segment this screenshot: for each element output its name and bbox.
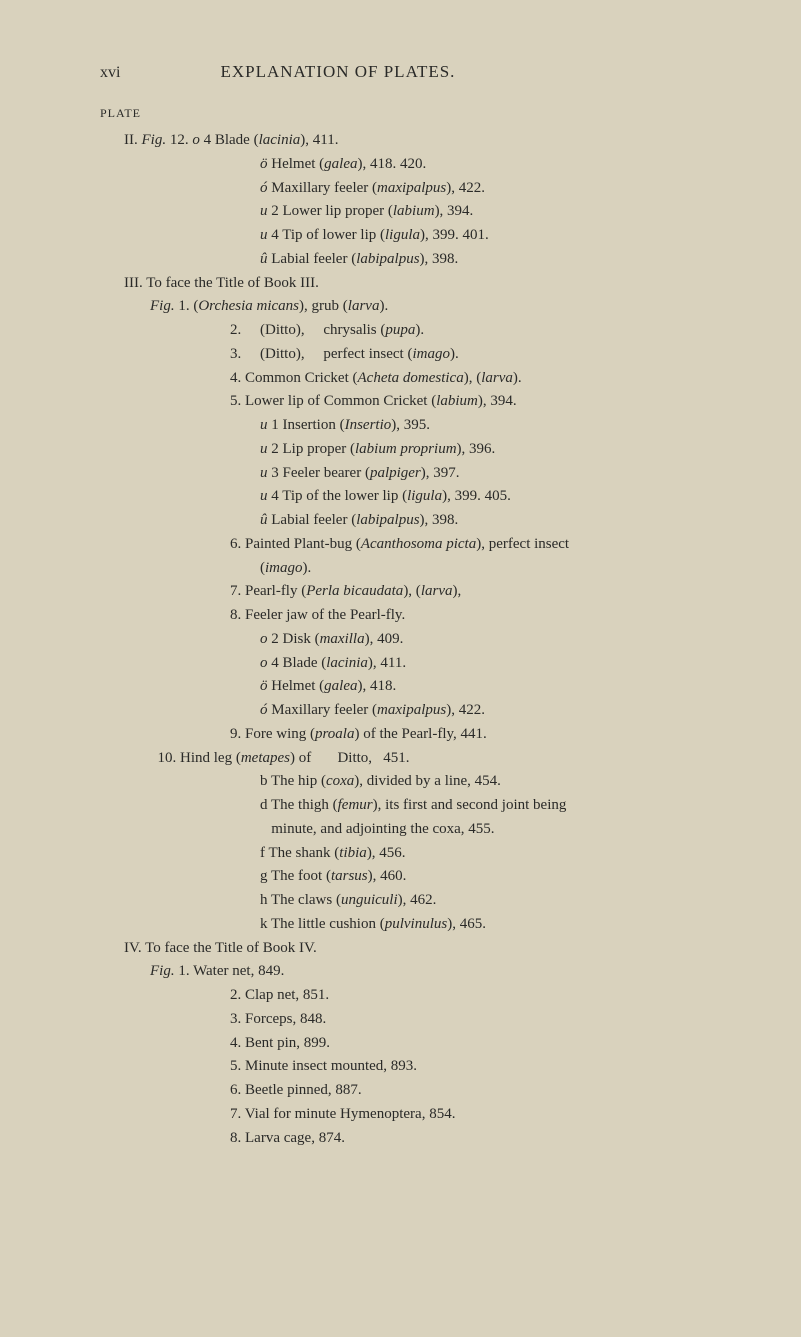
text-line: III. To face the Title of Book III. bbox=[124, 273, 731, 295]
text-line: k The little cushion (pulvinulus), 465. bbox=[260, 914, 731, 936]
text-line: 8. Feeler jaw of the Pearl-fly. bbox=[230, 605, 731, 627]
text-line: û Labial feeler (labipalpus), 398. bbox=[260, 249, 731, 271]
text-line: u 1 Insertion (Insertio), 395. bbox=[260, 415, 731, 437]
text-line: 4. Bent pin, 899. bbox=[230, 1033, 731, 1055]
text-line: u 4 Tip of the lower lip (ligula), 399. … bbox=[260, 486, 731, 508]
text-line: 6. Painted Plant-bug (Acanthosoma picta)… bbox=[230, 534, 731, 556]
text-line: (imago). bbox=[260, 558, 731, 580]
text-line: ó Maxillary feeler (maxipalpus), 422. bbox=[260, 178, 731, 200]
text-line: IV. To face the Title of Book IV. bbox=[124, 938, 731, 960]
text-line: minute, and adjointing the coxa, 455. bbox=[260, 819, 731, 841]
text-line: 5. Lower lip of Common Cricket (labium),… bbox=[230, 391, 731, 413]
text-line: Fig. 1. Water net, 849. bbox=[150, 961, 731, 983]
text-line: ó Maxillary feeler (maxipalpus), 422. bbox=[260, 700, 731, 722]
text-line: û Labial feeler (labipalpus), 398. bbox=[260, 510, 731, 532]
text-line: 3. (Ditto), perfect insect (imago). bbox=[230, 344, 731, 366]
text-line: g The foot (tarsus), 460. bbox=[260, 866, 731, 888]
text-line: ö Helmet (galea), 418. bbox=[260, 676, 731, 698]
text-line: 8. Larva cage, 874. bbox=[230, 1128, 731, 1150]
text-line: f The shank (tibia), 456. bbox=[260, 843, 731, 865]
text-line: o 2 Disk (maxilla), 409. bbox=[260, 629, 731, 651]
text-line: 7. Vial for minute Hymenoptera, 854. bbox=[230, 1104, 731, 1126]
text-line: d The thigh (femur), its first and secon… bbox=[260, 795, 731, 817]
page-title: EXPLANATION OF PLATES. bbox=[220, 60, 455, 85]
text-line: 3. Forceps, 848. bbox=[230, 1009, 731, 1031]
text-line: 7. Pearl-fly (Perla bicaudata), (larva), bbox=[230, 581, 731, 603]
text-line: u 3 Feeler bearer (palpiger), 397. bbox=[260, 463, 731, 485]
text-line: 9. Fore wing (proala) of the Pearl-fly, … bbox=[230, 724, 731, 746]
plate-label: PLATE bbox=[100, 105, 731, 122]
text-line: b The hip (coxa), divided by a line, 454… bbox=[260, 771, 731, 793]
text-line: 10. Hind leg (metapes) of Ditto, 451. bbox=[150, 748, 731, 770]
text-line: 4. Common Cricket (Acheta domestica), (l… bbox=[230, 368, 731, 390]
text-line: o 4 Blade (lacinia), 411. bbox=[260, 653, 731, 675]
text-line: 5. Minute insect mounted, 893. bbox=[230, 1056, 731, 1078]
page-number: xvi bbox=[100, 61, 120, 84]
text-line: Fig. 1. (Orchesia micans), grub (larva). bbox=[150, 296, 731, 318]
text-line: II. Fig. 12. o 4 Blade (lacinia), 411. bbox=[124, 130, 731, 152]
text-line: u 2 Lower lip proper (labium), 394. bbox=[260, 201, 731, 223]
text-line: u 4 Tip of lower lip (ligula), 399. 401. bbox=[260, 225, 731, 247]
text-line: ö Helmet (galea), 418. 420. bbox=[260, 154, 731, 176]
text-line: 2. (Ditto), chrysalis (pupa). bbox=[230, 320, 731, 342]
text-line: 6. Beetle pinned, 887. bbox=[230, 1080, 731, 1102]
text-line: 2. Clap net, 851. bbox=[230, 985, 731, 1007]
text-line: h The claws (unguiculi), 462. bbox=[260, 890, 731, 912]
document-body: II. Fig. 12. o 4 Blade (lacinia), 411.ö … bbox=[100, 130, 731, 1149]
text-line: u 2 Lip proper (labium proprium), 396. bbox=[260, 439, 731, 461]
